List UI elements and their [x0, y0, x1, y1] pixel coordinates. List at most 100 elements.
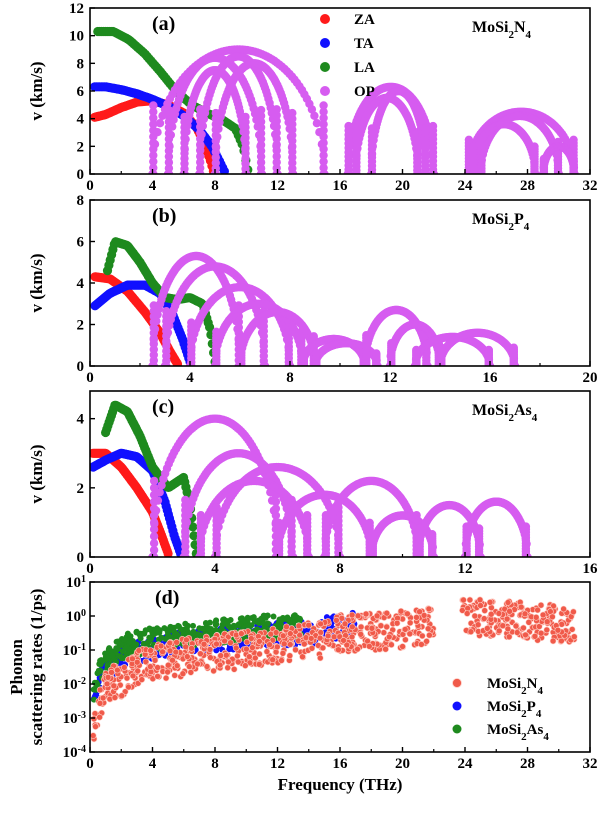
- op-point: [164, 123, 174, 132]
- as4-point: [223, 618, 230, 624]
- y-tick-label: 12: [69, 1, 84, 17]
- x-tick-label: 4: [149, 178, 157, 194]
- op-point: [164, 146, 174, 155]
- op-point: [319, 120, 328, 129]
- op-point: [319, 157, 328, 166]
- op-point: [352, 128, 361, 137]
- op-point: [149, 120, 158, 129]
- op-point: [187, 318, 196, 327]
- y-tick-label: 10: [69, 29, 84, 45]
- as4-point: [235, 621, 242, 628]
- as4-point: [219, 621, 226, 628]
- y-tick-label: 4: [77, 412, 85, 428]
- y-tick-label: 8: [77, 56, 85, 72]
- op-point: [272, 134, 281, 143]
- op-point: [372, 349, 381, 358]
- plot-area: [90, 596, 578, 743]
- op-point: [164, 164, 174, 173]
- op-point: [272, 140, 281, 149]
- y-tick-label: 8: [77, 193, 85, 209]
- op-point: [164, 152, 174, 161]
- op-point: [271, 511, 281, 520]
- op-point: [319, 144, 328, 154]
- op-point: [303, 511, 312, 520]
- n4-point: [96, 686, 104, 694]
- y-axis-label: v (km/s): [27, 253, 46, 312]
- op-point: [272, 122, 281, 132]
- panel-4: 0 4 8 12 16 20 24 28 3210-410-310-210-1100101(d)…: [7, 574, 598, 773]
- op-point: [155, 119, 165, 128]
- op-point: [319, 113, 328, 123]
- as4-point: [102, 654, 109, 661]
- as4-point: [96, 669, 103, 675]
- op-point: [319, 163, 328, 172]
- n4-point: [471, 612, 479, 620]
- op-point: [319, 138, 328, 148]
- n4-point: [227, 639, 234, 647]
- op-point: [149, 151, 158, 160]
- op-point: [256, 134, 266, 144]
- op-point: [421, 124, 430, 133]
- y-tick-label: 2: [77, 318, 85, 334]
- op-point: [196, 111, 205, 120]
- op-point: [256, 111, 266, 121]
- op-point: [299, 347, 308, 356]
- op-point: [312, 349, 321, 358]
- legend-marker: [320, 38, 330, 48]
- x-tick-label: 12: [458, 561, 473, 577]
- op-point: [149, 539, 159, 548]
- legend-label: LA: [354, 60, 375, 76]
- op-point: [428, 121, 438, 131]
- la-point: [188, 522, 198, 532]
- za-point: [172, 359, 183, 366]
- op-point: [149, 511, 159, 520]
- y-tick-label: 2: [77, 481, 85, 497]
- as4-point: [117, 653, 124, 660]
- y-tick-label: 6: [77, 84, 85, 100]
- op-point: [288, 108, 297, 118]
- op-point: [437, 343, 446, 352]
- as4-point: [171, 624, 178, 631]
- as4-point: [270, 613, 277, 620]
- panel-label: (a): [152, 13, 175, 35]
- as4-point: [91, 696, 97, 703]
- y-tick-label: 0: [77, 550, 85, 566]
- ta-point: [219, 166, 229, 174]
- legend-marker: [320, 14, 330, 24]
- x-tick-label: 20: [583, 370, 598, 386]
- op-point: [312, 119, 322, 128]
- legend-marker: [320, 62, 330, 72]
- as4-point: [284, 616, 291, 623]
- op-point: [569, 154, 578, 163]
- la-point: [205, 322, 215, 332]
- op-point: [196, 128, 205, 137]
- op-point: [484, 345, 493, 355]
- la-point: [189, 531, 199, 541]
- as4-point: [225, 623, 232, 630]
- op-point: [272, 158, 281, 167]
- as4-point: [290, 613, 297, 620]
- x-tick-label: 20: [395, 178, 410, 194]
- p4-point: [117, 660, 124, 666]
- op-point: [164, 129, 174, 138]
- as4-point: [177, 626, 184, 633]
- op-point: [256, 105, 266, 115]
- op-point: [149, 504, 159, 513]
- plot-area: [90, 26, 579, 174]
- x-tick-label: 0: [86, 561, 94, 577]
- n4-point: [466, 596, 474, 604]
- op-point: [157, 481, 166, 490]
- legend-label: ZA: [354, 12, 375, 28]
- y-tick-label: 0: [77, 167, 85, 183]
- x-tick-label: 32: [583, 178, 598, 194]
- op-point: [319, 126, 328, 135]
- op-point: [321, 511, 331, 520]
- x-tick-label: 4: [211, 561, 219, 577]
- legend-label: OP: [354, 84, 375, 100]
- op-point: [367, 124, 377, 133]
- as4-point: [93, 679, 100, 686]
- as4-point: [109, 652, 116, 659]
- op-point: [365, 518, 374, 527]
- y-tick-label: 6: [77, 235, 85, 251]
